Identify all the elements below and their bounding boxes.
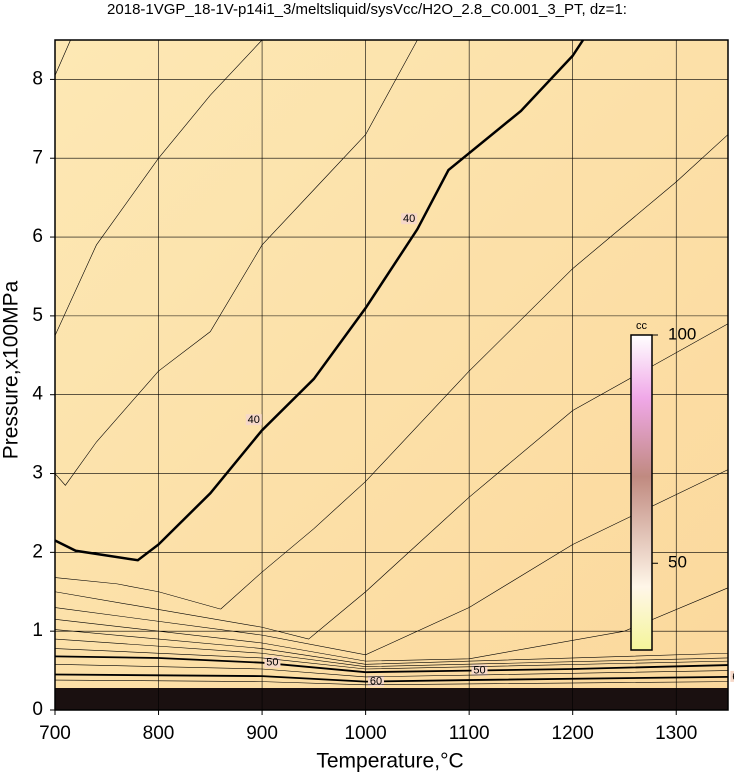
colorbar-tick-label: 50: [668, 553, 687, 572]
contour-line: [54, 673, 729, 683]
contour-label-bg: [264, 656, 281, 668]
y-tick-label: 7: [32, 147, 43, 168]
y-tick-label: 6: [32, 226, 43, 247]
colorbar-tick-label: 100: [668, 324, 696, 343]
x-tick-label: 800: [143, 723, 175, 744]
x-tick-label: 1300: [655, 723, 697, 744]
y-tick-label: 3: [32, 463, 43, 484]
x-tick-label: 1100: [449, 723, 490, 744]
x-tick-label: 1200: [552, 723, 594, 744]
contour-line: [54, 39, 585, 562]
contour-label-bg: [471, 664, 488, 676]
contour-label: 50: [473, 664, 485, 676]
contour-line: [54, 648, 729, 670]
contour-line: [54, 39, 418, 486]
contour-line: [220, 134, 729, 610]
contour-line: [54, 638, 729, 667]
contour-label-bg: [401, 213, 418, 225]
chart-title: 2018-1VGP_18-1V-p14i1_3/meltsliquid/sysV…: [107, 1, 627, 18]
y-tick-label: 1: [32, 620, 43, 641]
colorbar: [630, 334, 653, 651]
x-axis-label: Temperature,°C: [316, 750, 463, 773]
contour-label: 60: [732, 671, 734, 683]
x-tick-label: 700: [39, 723, 71, 744]
contour-label-bg: [367, 675, 384, 687]
x-tick-label: 1000: [344, 723, 386, 744]
contour-line: [54, 679, 729, 686]
contour-line: [54, 39, 263, 336]
contour-label-bg: [730, 670, 734, 682]
contour-label: 40: [403, 213, 415, 225]
contour-label: 60: [370, 676, 382, 688]
contour-line: [54, 577, 221, 610]
contour-line: [54, 629, 729, 665]
contour-line: [54, 39, 71, 76]
y-tick-label: 0: [32, 699, 43, 720]
x-tick-label: 900: [246, 723, 278, 744]
plot-background: [55, 40, 728, 710]
y-tick-label: 4: [32, 384, 43, 405]
contour-line: [54, 469, 729, 656]
y-tick-label: 5: [32, 305, 43, 326]
y-tick-label: 2: [32, 541, 43, 562]
contour-label-bg: [245, 414, 262, 426]
contour-label: 40: [248, 414, 260, 426]
y-axis-label: Pressure,x100MPa: [0, 280, 23, 459]
colorbar-label: cc: [636, 320, 648, 332]
contour-line: [54, 663, 729, 678]
plot-frame: [54, 39, 729, 711]
contour-line: [54, 323, 729, 640]
contour-line: [54, 655, 729, 674]
y-tick-label: 8: [32, 68, 43, 89]
dense-contour-band: [55, 688, 728, 710]
